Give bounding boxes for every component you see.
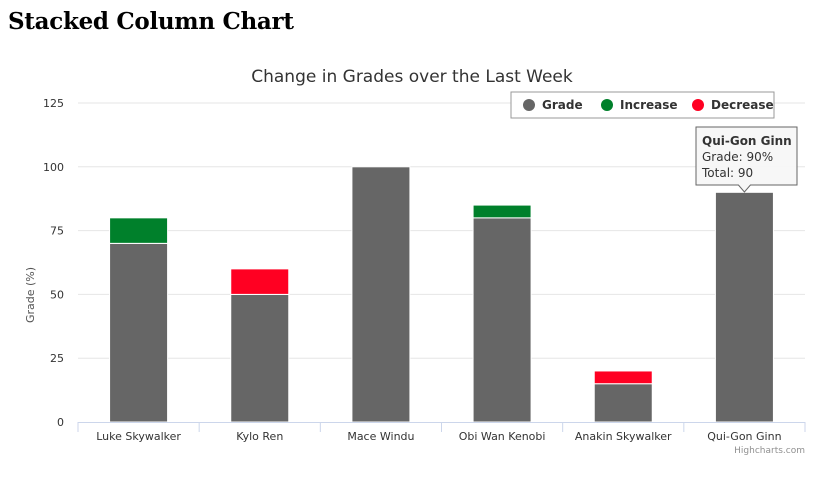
x-category-label: Anakin Skywalker (575, 430, 672, 443)
bar-increase (109, 217, 169, 244)
x-axis: Luke Skywalker Kylo Ren Mace Windu Obi Wan … (77, 422, 806, 443)
y-tick-label: 0 (57, 416, 64, 429)
legend-marker-increase (601, 99, 613, 111)
bar-decrease (593, 370, 653, 385)
x-category-label: Qui-Gon Ginn (707, 430, 781, 443)
x-category-label: Obi Wan Kenobi (459, 430, 546, 443)
y-tick-label: 75 (50, 225, 64, 238)
y-tick-label: 125 (43, 97, 64, 110)
y-axis-title: Grade (%) (24, 267, 37, 323)
bar-increase (472, 204, 532, 219)
legend-item-grade: Grade (542, 98, 583, 112)
chart-title: Change in Grades over the Last Week (251, 67, 573, 87)
bar-grade (714, 191, 774, 423)
bar-grade (109, 242, 169, 423)
credits-link[interactable]: Highcharts.com (734, 446, 805, 456)
legend-marker-decrease (692, 99, 704, 111)
y-axis-ticks: 0 25 50 75 100 125 (43, 97, 64, 429)
x-category-label: Kylo Ren (236, 430, 283, 443)
y-tick-label: 100 (43, 161, 64, 174)
stacked-column-chart: 0 25 50 75 100 125 Luke Skywalker Kylo Ren Mace… (0, 58, 827, 473)
y-tick-label: 25 (50, 352, 64, 365)
legend: Grade Increase Decrease (510, 91, 775, 119)
legend-box (510, 91, 775, 119)
bar-decrease (230, 268, 290, 295)
bar-grade (351, 166, 411, 423)
tooltip-box (695, 126, 798, 193)
y-tick-label: 50 (50, 288, 64, 301)
tooltip: Qui-Gon Ginn Grade: 90% Total: 90 (695, 126, 798, 193)
bar-grade (593, 383, 653, 423)
bars (109, 166, 774, 423)
bar-grade (472, 217, 532, 423)
tooltip-title: Qui-Gon Ginn (702, 134, 792, 148)
page-title: Stacked Column Chart (8, 8, 294, 35)
x-category-label: Luke Skywalker (96, 430, 181, 443)
grid-lines (78, 102, 805, 359)
tooltip-line: Total: 90 (701, 166, 753, 180)
bar-grade (230, 293, 290, 423)
legend-item-decrease: Decrease (711, 98, 774, 112)
tooltip-line: Grade: 90% (702, 150, 773, 164)
chart-svg: 0 25 50 75 100 125 Luke Skywalker Kylo Ren Mace… (24, 67, 806, 456)
legend-item-increase: Increase (620, 98, 678, 112)
x-category-label: Mace Windu (347, 430, 414, 443)
legend-marker-grade (523, 99, 535, 111)
